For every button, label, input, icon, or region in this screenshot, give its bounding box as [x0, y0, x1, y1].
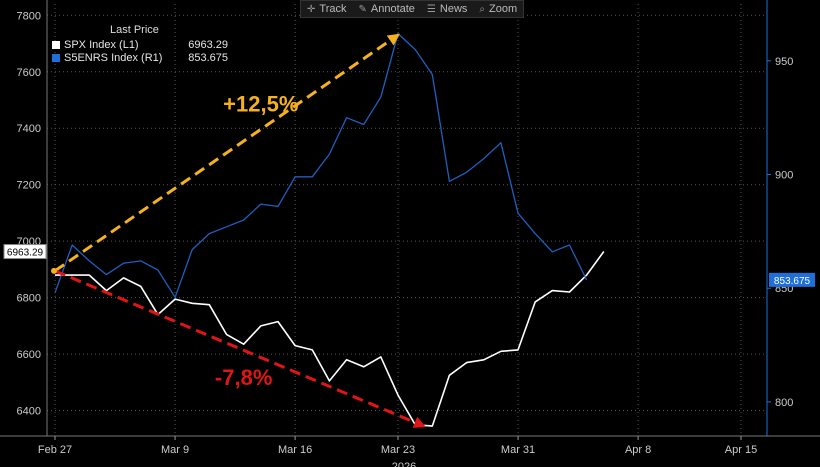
annotate-button[interactable]: ✎ Annotate	[352, 1, 420, 17]
track-button[interactable]: ✛ Track	[301, 1, 352, 17]
x-tick-label-6: Apr 15	[725, 444, 757, 456]
news-button[interactable]: ☰ News	[421, 1, 473, 17]
legend-row-spx[interactable]: SPX Index (L1) 6963.29	[52, 38, 228, 51]
left-tick-label-0: 6400	[17, 406, 41, 418]
spx-last-tag-label: 6963.29	[7, 248, 44, 259]
legend: Last Price SPX Index (L1) 6963.29 S5ENRS…	[52, 24, 228, 64]
right-tick-label-0: 800	[775, 397, 793, 409]
x-tick-label-1: Mar 9	[161, 444, 189, 456]
x-tick-label-3: Mar 23	[381, 444, 415, 456]
annotation-arrow-0	[54, 33, 400, 273]
annotation-label-1: -7,8%	[215, 365, 272, 390]
x-tick-label-4: Mar 31	[501, 444, 535, 456]
series-line-spx	[55, 251, 605, 427]
legend-swatch-spx	[52, 40, 60, 49]
annotation-arrow-1	[54, 269, 426, 428]
chart-toolbar: ✛ Track ✎ Annotate ☰ News ⌕ Zoom	[300, 0, 525, 18]
x-tick-label-5: Apr 8	[625, 444, 651, 456]
left-tick-label-7: 7800	[17, 10, 41, 22]
zoom-label: Zoom	[489, 3, 518, 15]
right-tick-label-2: 900	[775, 170, 793, 182]
zoom-button[interactable]: ⌕ Zoom	[473, 1, 523, 17]
crosshair-icon: ✛	[307, 3, 316, 15]
track-label: Track	[319, 3, 347, 15]
annotation-origin-dot	[51, 267, 57, 274]
news-icon: ☰	[426, 3, 436, 15]
s5enrs-last-tag-label: 853.675	[774, 276, 811, 287]
annotate-label: Annotate	[370, 3, 415, 15]
left-tick-label-6: 7600	[17, 67, 41, 79]
left-tick-label-4: 7200	[17, 180, 41, 192]
pencil-icon: ✎	[358, 3, 367, 15]
x-year-label: 2026	[392, 461, 416, 467]
left-tick-label-5: 7400	[17, 123, 41, 135]
annotation-label-0: +12,5%	[223, 91, 298, 116]
x-tick-label-2: Mar 16	[278, 444, 312, 456]
legend-name-spx: SPX Index (L1)	[64, 38, 139, 51]
left-tick-label-1: 6600	[17, 349, 41, 361]
legend-value-s5enrs: 853.675	[188, 51, 228, 64]
right-tick-label-3: 950	[775, 56, 793, 68]
legend-name-s5enrs: S5ENRS Index (R1)	[64, 51, 163, 64]
left-tick-label-2: 6800	[17, 293, 41, 305]
legend-header: Last Price	[110, 24, 159, 36]
spx-last-tag	[3, 244, 47, 260]
series-line-s5enrs	[54, 32, 588, 298]
x-tick-label-0: Feb 27	[38, 444, 72, 456]
magnifier-icon: ⌕	[479, 3, 486, 15]
legend-swatch-s5enrs	[52, 53, 60, 62]
s5enrs-last-tag	[769, 272, 815, 287]
news-label: News	[439, 3, 468, 15]
legend-row-s5enrs[interactable]: S5ENRS Index (R1) 853.675	[52, 51, 228, 64]
legend-value-spx: 6963.29	[188, 38, 228, 51]
